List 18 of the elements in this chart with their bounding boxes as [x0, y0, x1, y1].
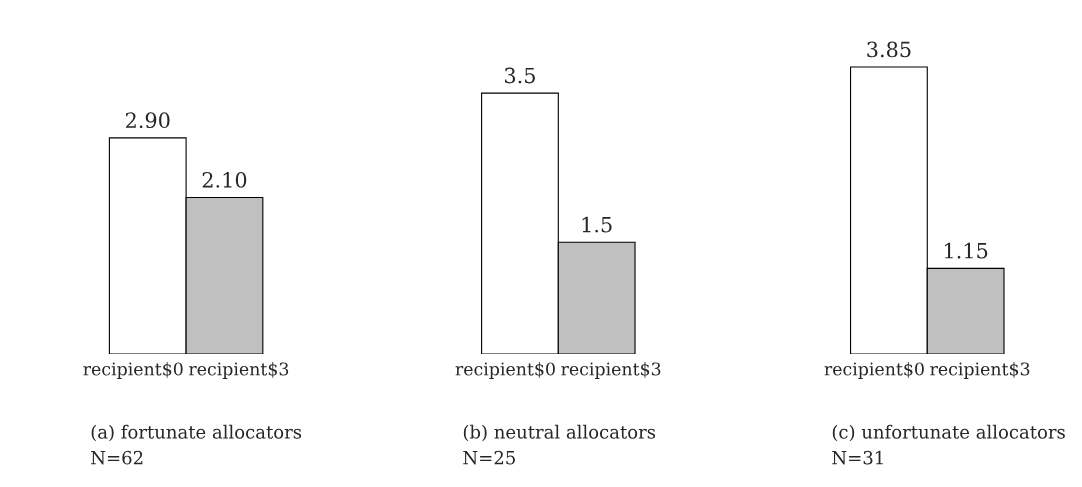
text: (b) neutral allocators — [463, 424, 656, 442]
data-label: 3.85 — [867, 41, 911, 58]
text: (a) fortunate allocators — [91, 424, 302, 442]
text: N=31 — [832, 450, 883, 465]
x-tick-label: recipient$3 — [189, 362, 289, 379]
text: (c) unfortunate allocators — [832, 424, 1065, 442]
x-tick-label: recipient$3 — [561, 362, 661, 379]
text: N=62 — [91, 450, 143, 465]
data-label: 1.15 — [944, 242, 988, 259]
x-tick-label: recipient$0 — [83, 362, 183, 379]
x-tick-label: recipient$0 — [455, 362, 555, 379]
data-label: 3.5 — [504, 67, 535, 84]
data-label: 1.5 — [582, 216, 612, 233]
data-label: 2.90 — [125, 112, 170, 129]
x-tick-label: recipient$0 — [824, 362, 924, 379]
x-tick-label: recipient$3 — [930, 362, 1030, 379]
data-label: 2.10 — [202, 171, 247, 188]
text: N=25 — [463, 450, 515, 465]
